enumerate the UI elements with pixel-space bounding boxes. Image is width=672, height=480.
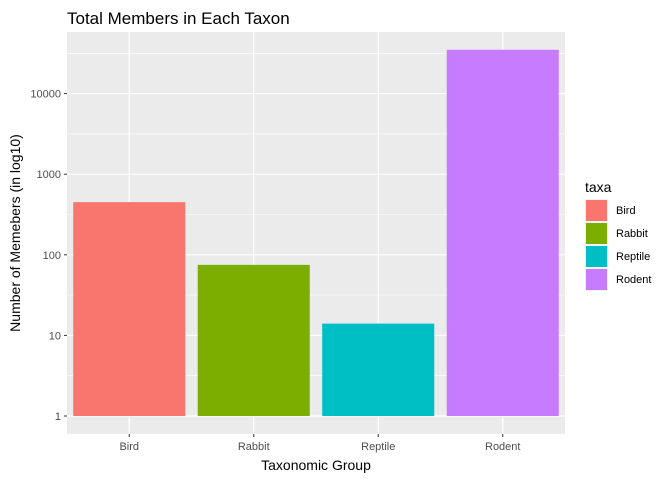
legend-label: Rabbit [616,228,648,240]
bar-bird [73,202,186,416]
legend-label: Rodent [616,274,651,286]
y-tick-label: 1000 [37,169,61,181]
x-axis-title: Taxonomic Group [261,457,371,473]
legend-label: Bird [616,205,636,217]
x-tick-label: Bird [119,441,139,453]
legend-swatch-rabbit [586,223,607,244]
chart-title: Total Members in Each Taxon [67,9,290,28]
x-tick-label: Rodent [485,441,520,453]
bar-rodent [446,49,559,417]
y-axis: 1 10 100 1000 10000 [30,89,67,423]
legend-title: taxa [585,179,612,195]
y-tick-label: 1 [55,411,61,423]
bar-reptile [322,323,435,416]
y-tick-label: 10000 [30,89,61,101]
x-tick-label: Reptile [361,441,395,453]
y-axis-title: Number of Memebers (in log10) [7,134,23,332]
bars [73,49,559,417]
y-tick-label: 10 [49,330,61,342]
y-tick-label: 100 [43,250,61,262]
legend-swatch-bird [586,200,607,221]
legend-swatch-reptile [586,246,607,267]
legend-label: Reptile [616,251,650,263]
legend: taxa Bird Rabbit Reptile Rodent [585,179,651,291]
x-tick-label: Rabbit [238,441,270,453]
x-axis: Bird Rabbit Reptile Rodent [119,434,520,453]
bar-rabbit [197,264,310,416]
legend-swatch-rodent [586,269,607,290]
